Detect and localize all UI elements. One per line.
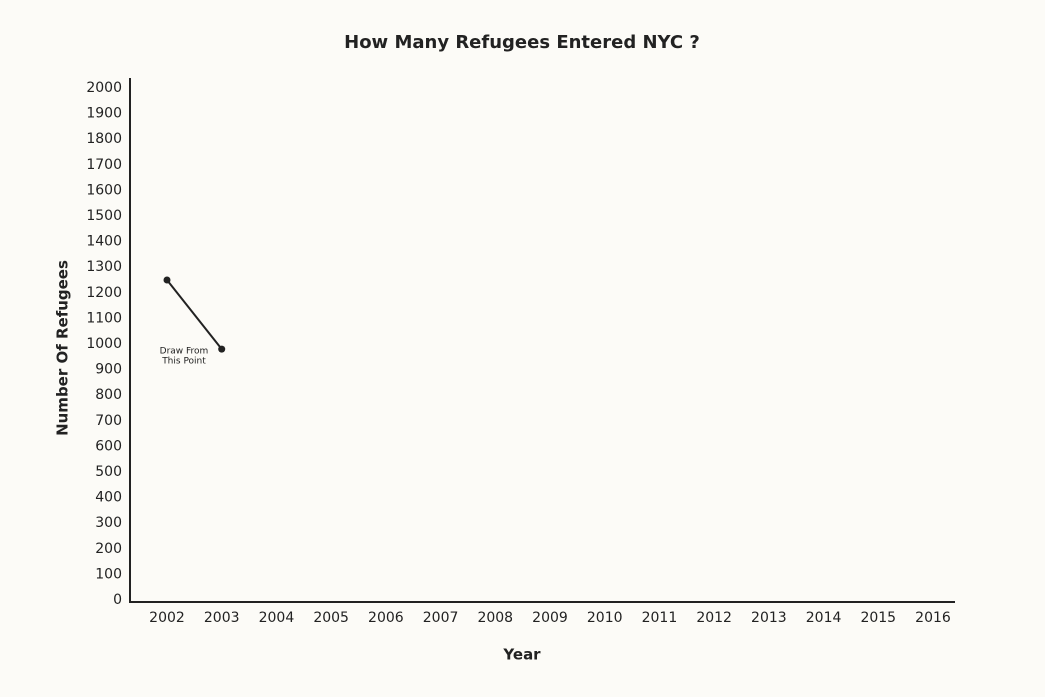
y-tick-label: 500	[95, 464, 122, 480]
point	[218, 345, 226, 353]
y-tick-label: 400	[95, 490, 122, 506]
x-tick-label: 2007	[423, 610, 459, 626]
x-tick-label: 2003	[204, 610, 240, 626]
x-tick-label: 2009	[532, 610, 568, 626]
x-tick-label: 2013	[751, 610, 787, 626]
y-tick-label: 1700	[86, 157, 122, 173]
x-tick-label: 2015	[860, 610, 896, 626]
y-tick-label: 1600	[86, 182, 122, 198]
y-tick-label: 200	[95, 541, 122, 557]
y-tick-label: 600	[95, 438, 122, 454]
x-tick-label: 2011	[642, 610, 678, 626]
y-tick-label: 1100	[86, 310, 122, 326]
line	[166, 279, 223, 350]
y-tick-label: 300	[95, 515, 122, 531]
x-tick-label: 2014	[806, 610, 842, 626]
x-tick-label: 2010	[587, 610, 623, 626]
x-tick-label: 2005	[313, 610, 349, 626]
y-tick-label: 700	[95, 413, 122, 429]
x-axis-label: Year	[502, 646, 541, 664]
x-tick-label: 2006	[368, 610, 404, 626]
y-tick-label: 1500	[86, 208, 122, 224]
y-tick-label: 1300	[86, 259, 122, 275]
y-tick-label: 1400	[86, 234, 122, 250]
y-tick-label: 0	[113, 592, 122, 608]
y-tick-label: 1200	[86, 285, 122, 301]
annotation: Draw From	[160, 347, 209, 357]
x-tick-label: 2002	[149, 610, 185, 626]
y-tick-label: 2000	[86, 80, 122, 96]
x-tick-label: 2016	[915, 610, 951, 626]
x-tick-label: 2012	[696, 610, 732, 626]
y-axis-label: Number Of Refugees	[54, 260, 72, 436]
chart-title: How Many Refugees Entered NYC ?	[344, 32, 700, 53]
point	[163, 276, 171, 284]
y-tick-label: 1800	[86, 131, 122, 147]
y-tick-label: 1000	[86, 336, 122, 352]
x-tick-label: 2008	[477, 610, 513, 626]
y-tick-label: 900	[95, 362, 122, 378]
y-tick-label: 100	[95, 566, 122, 582]
y-tick-label: 1900	[86, 106, 122, 122]
y-tick-label: 800	[95, 387, 122, 403]
annotation: This Point	[161, 357, 206, 367]
x-tick-label: 2004	[259, 610, 295, 626]
